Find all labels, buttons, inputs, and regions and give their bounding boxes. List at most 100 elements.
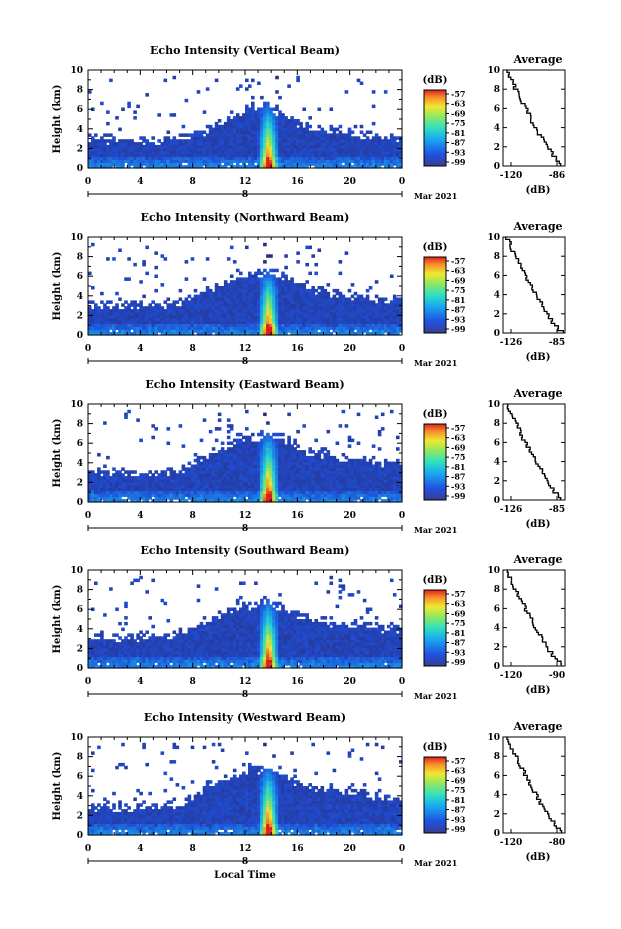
heat-cell <box>275 303 279 307</box>
heat-cell <box>251 447 255 451</box>
heat-cell <box>266 300 270 304</box>
x-tick-label: 0 <box>399 344 405 354</box>
heat-cell <box>383 139 388 143</box>
heat-cell <box>103 303 107 307</box>
heat-cell <box>272 329 276 333</box>
heat-cell <box>242 499 246 503</box>
colorbar-tick-label: -87 <box>451 305 465 315</box>
heat-cell <box>226 153 231 158</box>
heat-cell <box>142 326 146 330</box>
colorbar-tick-label: -63 <box>451 266 466 276</box>
heat-cell <box>302 283 306 287</box>
heat-cell <box>377 159 382 163</box>
heat-cell <box>299 165 303 169</box>
heat-cell <box>157 303 161 307</box>
heat-cell <box>281 139 285 143</box>
heat-cell <box>362 142 367 146</box>
heat-cell <box>305 136 309 140</box>
heat-cell <box>202 499 207 503</box>
heat-cell <box>266 101 270 106</box>
heat-cell <box>332 458 337 463</box>
heat-cell <box>272 467 276 471</box>
heat-cell <box>226 139 231 143</box>
heat-cell <box>190 153 195 158</box>
heat-cell <box>229 453 234 457</box>
heat-cell <box>223 458 228 463</box>
heat-cell <box>362 314 367 319</box>
heat-cell <box>344 455 349 460</box>
heat-cell <box>220 453 225 457</box>
heat-cell <box>287 461 291 466</box>
heat-cell <box>88 300 92 304</box>
heat-cell <box>290 291 294 296</box>
heat-cell <box>100 332 104 336</box>
heat-cell <box>269 329 273 333</box>
heat-cell <box>239 317 243 322</box>
heat-cell <box>214 317 219 322</box>
heat-cell <box>139 156 143 160</box>
heat-cell <box>202 326 207 330</box>
heat-cell <box>380 487 385 492</box>
heat-cell <box>371 478 376 483</box>
heat-cell <box>151 317 155 322</box>
heat-cell <box>226 159 231 163</box>
heat-cell <box>115 326 119 330</box>
heat-cell <box>112 159 116 163</box>
heat-cell <box>121 329 125 333</box>
heat-cell <box>266 107 270 111</box>
heat-cell <box>263 144 267 149</box>
heat-cell <box>371 473 376 477</box>
heat-cell <box>281 438 285 443</box>
heat-cell <box>317 464 322 468</box>
heat-cell <box>91 470 95 474</box>
heat-cell <box>311 481 315 486</box>
heat-cell <box>269 107 273 111</box>
heat-cell <box>302 470 306 474</box>
heat-cell <box>281 496 285 500</box>
heat-cell <box>239 283 243 287</box>
heat-cell <box>272 139 276 143</box>
heat-cell <box>287 326 291 330</box>
heat-cell <box>139 159 143 163</box>
heat-cell <box>196 461 201 466</box>
heat-cell <box>112 309 116 313</box>
heat-cell <box>284 306 288 310</box>
heat-cell <box>184 493 189 497</box>
heat-cell <box>145 329 149 333</box>
heat-cell <box>220 450 225 454</box>
heat-cell <box>365 147 370 152</box>
heat-cell <box>239 144 243 149</box>
heat-cell <box>163 490 168 494</box>
heat-cell <box>281 473 285 477</box>
heat-cell <box>121 165 125 169</box>
heat-cell <box>396 297 400 301</box>
heat-cell <box>338 147 343 152</box>
heat-cell <box>362 153 367 158</box>
heat-cell <box>263 119 267 123</box>
heat-cell <box>305 291 309 296</box>
heat-cell <box>296 78 300 83</box>
heat-cell <box>380 323 385 327</box>
heat-cell <box>151 481 155 486</box>
heat-cell <box>332 139 337 143</box>
heat-cell <box>239 280 243 284</box>
heat-cell <box>163 484 168 489</box>
heat-cell <box>254 444 258 448</box>
heat-cell <box>199 493 204 497</box>
heat-cell <box>399 493 403 497</box>
heat-cell <box>326 453 331 457</box>
heat-cell <box>377 320 382 325</box>
heat-cell <box>211 496 216 500</box>
heat-cell <box>157 311 161 316</box>
heat-cell <box>371 320 376 325</box>
heat-cell <box>181 496 186 500</box>
heat-cell <box>121 323 125 327</box>
heat-cell <box>220 288 225 293</box>
heat-cell <box>272 291 276 296</box>
heat-cell <box>127 277 131 281</box>
heat-cell <box>311 484 315 489</box>
heat-cell <box>260 470 264 474</box>
heat-cell <box>386 478 391 483</box>
heat-cell <box>317 306 322 310</box>
heat-cell <box>374 294 379 299</box>
